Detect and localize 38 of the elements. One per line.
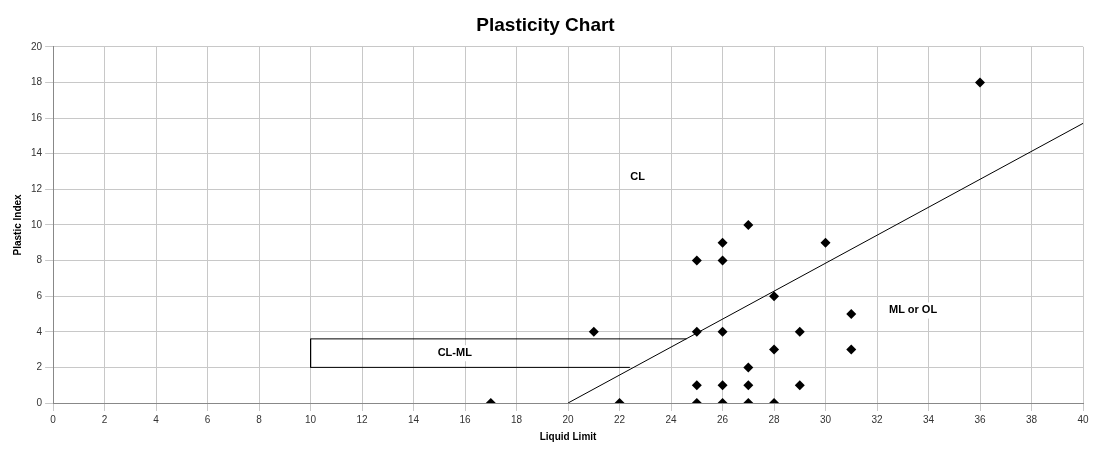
y-tick-label: 2 (36, 361, 43, 373)
y-tick-label: 20 (31, 40, 43, 52)
x-tick-label: 38 (1025, 413, 1038, 425)
x-tick-label: 14 (408, 413, 420, 425)
x-tick-label: 16 (459, 413, 472, 425)
y-tick-label: 8 (36, 254, 43, 266)
annotation: CL-ML (437, 346, 473, 359)
x-axis-title: Liquid Limit (539, 430, 598, 442)
x-tick-label: 34 (922, 413, 935, 425)
y-tick-label: 12 (31, 183, 43, 195)
y-tick-label: 10 (31, 218, 43, 230)
x-tick-label: 20 (562, 413, 575, 425)
x-tick-label: 36 (974, 413, 987, 425)
x-tick-label: 6 (204, 413, 211, 425)
x-tick-label: 8 (256, 413, 263, 425)
x-tick-label: 40 (1077, 413, 1089, 425)
chart-title: Plasticity Chart (476, 13, 616, 35)
y-tick-label: 6 (36, 289, 43, 301)
annotation: CL (630, 169, 646, 182)
x-tick-label: 28 (768, 413, 781, 425)
x-tick-label: 2 (101, 413, 108, 425)
y-tick-label: 4 (36, 325, 43, 337)
x-tick-label: 4 (153, 413, 160, 425)
y-axis-title: Plastic Index (11, 193, 23, 256)
x-tick-label: 24 (665, 413, 678, 425)
x-tick-label: 0 (50, 413, 57, 425)
x-tick-label: 30 (819, 413, 832, 425)
y-tick-label: 14 (31, 147, 43, 159)
x-tick-label: 22 (613, 413, 626, 425)
y-tick-label: 18 (31, 76, 43, 88)
x-tick-label: 10 (305, 413, 317, 425)
x-tick-label: 18 (511, 413, 523, 425)
y-tick-label: 16 (31, 111, 43, 123)
x-tick-label: 12 (356, 413, 369, 425)
x-tick-label: 32 (871, 413, 884, 425)
annotation: ML or OL (889, 303, 938, 316)
y-tick-label: 0 (36, 396, 43, 408)
x-tick-label: 26 (716, 413, 729, 425)
